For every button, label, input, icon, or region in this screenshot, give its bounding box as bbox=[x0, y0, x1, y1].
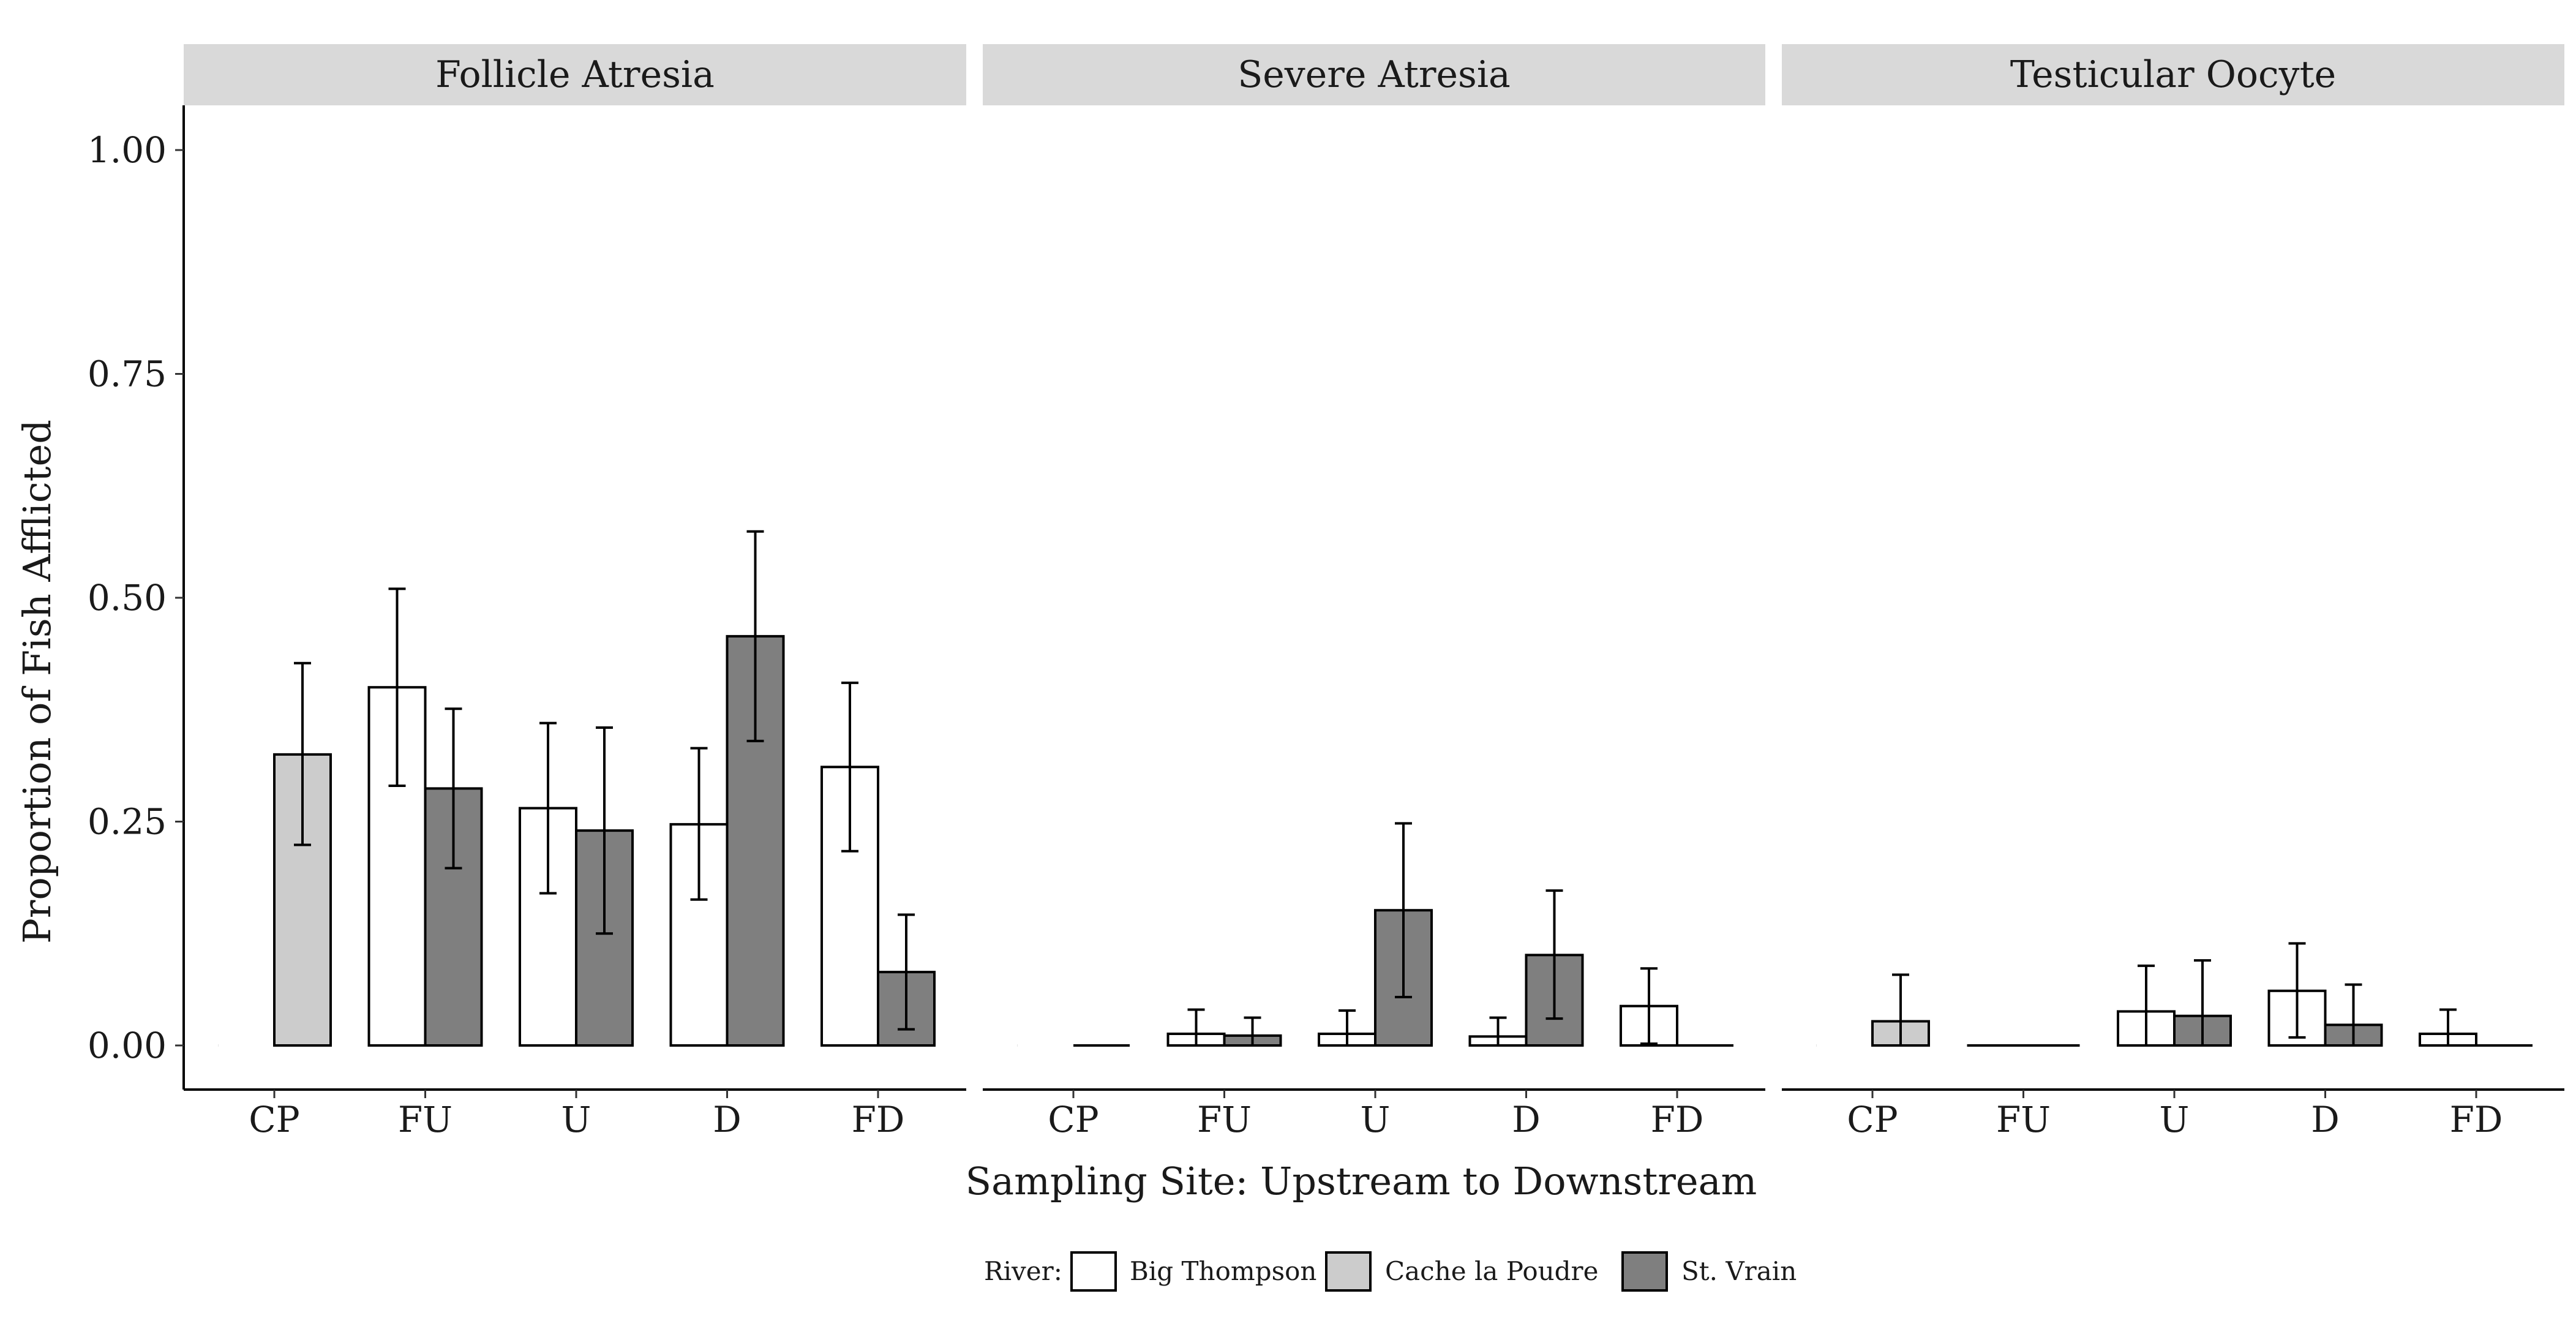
legend-label: St. Vrain bbox=[1681, 1256, 1797, 1286]
x-tick-label: CP bbox=[1048, 1099, 1098, 1140]
x-tick-label: U bbox=[1361, 1099, 1391, 1140]
facet-title: Testicular Oocyte bbox=[2010, 53, 2336, 96]
x-tick-label: FU bbox=[1996, 1099, 2051, 1140]
x-tick-label: D bbox=[2311, 1099, 2340, 1140]
x-tick-label: CP bbox=[249, 1099, 299, 1140]
y-axis-title: Proportion of Fish Afflicted bbox=[15, 420, 59, 944]
y-tick-label: 0.00 bbox=[88, 1025, 167, 1066]
y-axis: 0.00 0.25 0.50 0.75 1.00 bbox=[88, 105, 185, 1090]
legend-label: Cache la Poudre bbox=[1385, 1256, 1599, 1286]
x-tick-label: U bbox=[2160, 1099, 2190, 1140]
facet-title: Follicle Atresia bbox=[435, 53, 715, 96]
legend: River: Big Thompson Cache la Poudre St. Vr… bbox=[984, 1251, 1797, 1292]
y-tick-label: 0.25 bbox=[88, 801, 167, 843]
facet-strip bbox=[184, 44, 966, 105]
x-tick-label: FD bbox=[1651, 1099, 1704, 1140]
x-tick-label: U bbox=[561, 1099, 591, 1140]
legend-label: Big Thompson bbox=[1130, 1256, 1316, 1286]
x-tick-label: CP bbox=[1847, 1099, 1898, 1140]
facet-strip bbox=[983, 44, 1765, 105]
y-tick-label: 0.75 bbox=[88, 353, 167, 395]
facet-panel: CP FU U D FD bbox=[1782, 942, 2564, 1140]
legend-key bbox=[1621, 1251, 1668, 1292]
facet-strip bbox=[1782, 44, 2564, 105]
legend-key bbox=[1325, 1251, 1372, 1292]
facet-panel: CP FU U D FD bbox=[983, 822, 1765, 1140]
x-tick-label: D bbox=[1512, 1099, 1541, 1140]
facet-panels: CP FU U D FD CP FU U D FD CP FU U D FD bbox=[184, 530, 2564, 1140]
x-axis-title: Sampling Site: Upstream to Downstream bbox=[966, 1159, 1757, 1203]
x-tick-label: FD bbox=[852, 1099, 905, 1140]
legend-key bbox=[1070, 1251, 1117, 1292]
y-tick-label: 1.00 bbox=[88, 129, 167, 171]
facet-title: Severe Atresia bbox=[1237, 53, 1511, 96]
x-tick-label: FU bbox=[1197, 1099, 1252, 1140]
x-tick-label: FD bbox=[2450, 1099, 2503, 1140]
x-tick-label: FU bbox=[398, 1099, 452, 1140]
facet-panel: CP FU U D FD bbox=[184, 530, 966, 1140]
x-tick-label: D bbox=[713, 1099, 742, 1140]
y-tick-label: 0.50 bbox=[88, 577, 167, 619]
legend-title: River: bbox=[984, 1256, 1062, 1286]
facet-strips: Follicle Atresia Severe Atresia Testicular… bbox=[184, 44, 2564, 105]
